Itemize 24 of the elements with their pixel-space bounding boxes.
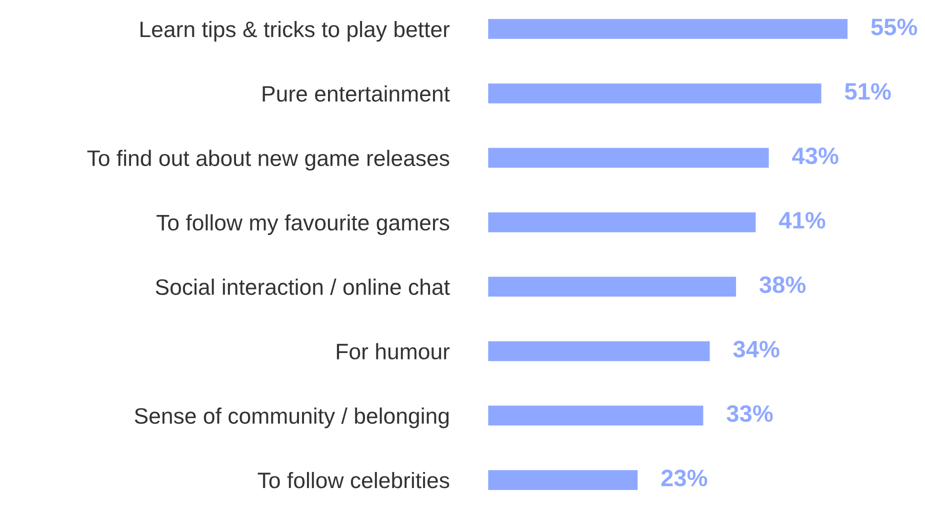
bar <box>487 404 705 427</box>
data-label: 55% <box>871 18 918 36</box>
bar <box>487 146 770 170</box>
data-label: 33% <box>726 405 773 422</box>
bar <box>487 210 758 234</box>
y-tick-label: To find out about new game releases <box>87 150 450 171</box>
data-label: 38% <box>759 276 806 294</box>
data-label: 34% <box>733 340 780 358</box>
data-label: 23% <box>661 470 708 486</box>
bar <box>487 275 738 298</box>
y-tick-label: To follow celebrities <box>258 472 450 488</box>
y-tick-label: To follow my favourite gamers <box>156 214 450 235</box>
y-tick-label: For humour <box>336 343 450 360</box>
y-tick-label: Social interaction / online chat <box>156 278 450 295</box>
y-tick-label: Sense of community / belonging <box>134 408 449 428</box>
bar <box>487 468 640 492</box>
data-label: 51% <box>844 83 891 100</box>
data-label: 41% <box>778 212 826 229</box>
y-tick-label: Pure entertainment <box>262 85 450 102</box>
y-tick-label: Learn tips & tricks to play better <box>140 20 450 42</box>
bar <box>487 82 823 105</box>
bar <box>487 340 712 362</box>
bar <box>487 18 849 40</box>
data-label: 43% <box>792 147 838 164</box>
